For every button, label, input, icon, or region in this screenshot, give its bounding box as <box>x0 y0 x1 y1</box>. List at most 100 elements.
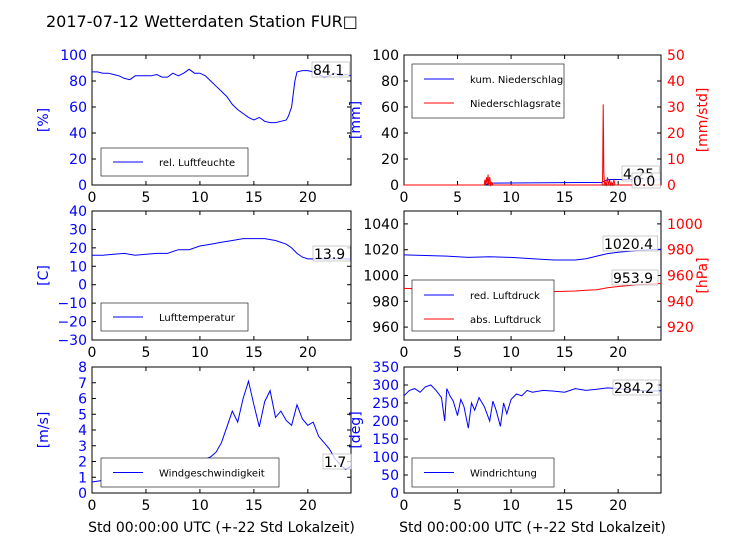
y-tick-label: 0 <box>390 178 399 194</box>
x-axis-label: Std 00:00:00 UTC (+-22 Std Lokalzeit) <box>399 520 666 536</box>
x-tick-label: 15 <box>245 190 263 206</box>
panel-2: 0 5 10 15 20 0 20 40 60 80 100 0 10 20 30 40 50 [mm] [mm/s… <box>348 48 711 206</box>
x-tick-label: 10 <box>502 498 520 514</box>
y-axis-label: [deg] <box>348 411 364 448</box>
y-tick-label: 60 <box>69 100 87 116</box>
y-tick-label: 50 <box>381 468 399 484</box>
last-value-label: 1020.4 <box>604 237 653 253</box>
y-right-tick-label: 1000 <box>667 217 703 233</box>
x-tick-label: 5 <box>141 190 150 206</box>
figure-title: 2017-07-12 Wetterdaten Station FUR□ <box>46 12 358 31</box>
y-right-tick-label: 20 <box>667 126 685 142</box>
panel-3: 0 5 10 15 20 −30 −20 −10 0 10 20 30 40 [C] Lufttempera… <box>36 204 352 361</box>
y-tick-label: 0 <box>78 278 87 294</box>
last-value-box <box>311 61 350 78</box>
y-tick-label: 0 <box>78 178 87 194</box>
series-line-2 <box>404 104 661 187</box>
y-tick-label: 60 <box>381 100 399 116</box>
last-value-box <box>611 269 659 286</box>
x-tick-label: 15 <box>245 345 263 361</box>
y-right-tick-label: 940 <box>667 294 694 310</box>
y-tick-label: 1040 <box>363 217 399 233</box>
y-tick-label: 1 <box>78 470 87 486</box>
x-tick-label: 0 <box>400 190 409 206</box>
y-right-tick-label: 40 <box>667 74 685 90</box>
x-tick-label: 15 <box>245 498 263 514</box>
y-tick-label: −20 <box>57 315 87 331</box>
last-value-box <box>312 245 351 262</box>
legend-box <box>411 279 555 332</box>
y-tick-label: 100 <box>60 48 87 64</box>
last-value-label: 0.0 <box>633 174 655 190</box>
y-tick-label: 200 <box>372 414 399 430</box>
y-tick-label: 0 <box>390 486 399 502</box>
series-line-1 <box>92 68 352 124</box>
y-tick-label: 980 <box>372 294 399 310</box>
last-value-label: 1.7 <box>324 455 346 471</box>
y-tick-label: 0 <box>78 486 87 502</box>
panel-1: 0 5 10 15 20 0 20 40 60 80 100 [%] rel. Luftfeuchte 8… <box>36 48 352 206</box>
y-tick-label: −10 <box>57 296 87 312</box>
x-tick-label: 5 <box>453 498 462 514</box>
x-tick-label: 15 <box>556 345 574 361</box>
legend-label: red. Luftdruck <box>470 291 540 302</box>
x-axis-label: Std 00:00:00 UTC (+-22 Std Lokalzeit) <box>88 520 355 536</box>
x-tick-label: 5 <box>141 498 150 514</box>
y-tick-label: 3 <box>78 439 87 455</box>
y-tick-label: 30 <box>69 222 87 238</box>
y-tick-label: 10 <box>69 259 87 275</box>
x-tick-label: 0 <box>88 345 97 361</box>
legend-box <box>411 63 565 119</box>
y-tick-label: 80 <box>381 74 399 90</box>
y-tick-label: 80 <box>69 74 87 90</box>
last-value-box <box>631 172 661 189</box>
series-line-1 <box>403 248 662 261</box>
y-right-tick-label: 920 <box>667 320 694 336</box>
x-tick-label: 20 <box>609 345 627 361</box>
last-value-label: 953.9 <box>613 271 653 287</box>
legend-label: Lufttemperatur <box>159 313 236 324</box>
x-tick-label: 0 <box>400 498 409 514</box>
y-right-tick-label: 960 <box>667 269 694 285</box>
x-tick-label: 10 <box>191 345 209 361</box>
x-tick-label: 0 <box>88 190 97 206</box>
y-right-tick-label: 30 <box>667 100 685 116</box>
legend-label: Windgeschwindigkeit <box>159 469 265 480</box>
x-tick-label: 10 <box>502 345 520 361</box>
x-tick-label: 0 <box>88 498 97 514</box>
series-line-1 <box>92 238 351 260</box>
last-value-label: 284.2 <box>614 381 654 397</box>
y-tick-label: 8 <box>78 360 87 376</box>
last-value-label: 13.9 <box>314 247 345 263</box>
y-right-tick-label: 0 <box>667 178 676 194</box>
y-axis-label: [mm] <box>348 101 364 139</box>
y-tick-label: 5 <box>78 407 87 423</box>
legend-label: Windrichtung <box>470 469 537 480</box>
y-tick-label: 4 <box>78 423 87 439</box>
y-tick-label: 350 <box>372 360 399 376</box>
y-tick-label: −30 <box>57 333 87 349</box>
last-value-box <box>602 235 659 252</box>
y-tick-label: 40 <box>69 126 87 142</box>
y-right-tick-label: 980 <box>667 243 694 259</box>
y-tick-label: 100 <box>372 450 399 466</box>
y-right-tick-label: 10 <box>667 152 685 168</box>
y-tick-label: 2 <box>78 455 87 471</box>
x-tick-label: 5 <box>141 345 150 361</box>
last-value-box <box>322 453 352 470</box>
y-tick-label: 40 <box>381 126 399 142</box>
y-tick-label: 300 <box>372 378 399 394</box>
y-tick-label: 1020 <box>363 243 399 259</box>
y-tick-label: 960 <box>372 320 399 336</box>
y-right-tick-label: 50 <box>667 48 685 64</box>
x-tick-label: 5 <box>453 190 462 206</box>
y-tick-label: 20 <box>69 152 87 168</box>
x-tick-label: 20 <box>609 498 627 514</box>
x-tick-label: 10 <box>502 190 520 206</box>
x-tick-label: 20 <box>299 345 317 361</box>
x-tick-label: 0 <box>400 345 409 361</box>
last-value-label: 84.1 <box>313 63 344 79</box>
